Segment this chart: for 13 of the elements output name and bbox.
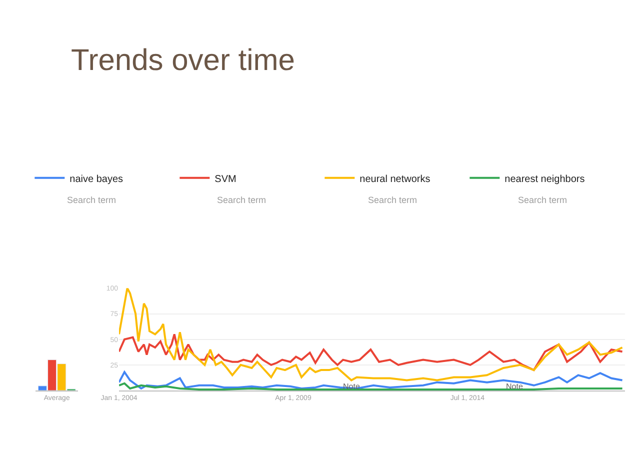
legend-label: neural networks bbox=[360, 174, 430, 185]
text: Search term bbox=[368, 195, 418, 205]
legend-label: SVM bbox=[214, 174, 236, 185]
line-series bbox=[119, 333, 624, 372]
legend-label: nearest neighbors bbox=[504, 174, 585, 185]
text: Search term bbox=[217, 195, 266, 205]
line-series bbox=[119, 382, 624, 390]
text: Search term bbox=[518, 195, 568, 205]
line-series bbox=[119, 288, 624, 382]
legend-label: naive bayes bbox=[70, 174, 124, 185]
chart-title: Trends over time bbox=[71, 44, 295, 77]
text: Search term bbox=[67, 195, 116, 205]
line-series bbox=[119, 371, 624, 390]
